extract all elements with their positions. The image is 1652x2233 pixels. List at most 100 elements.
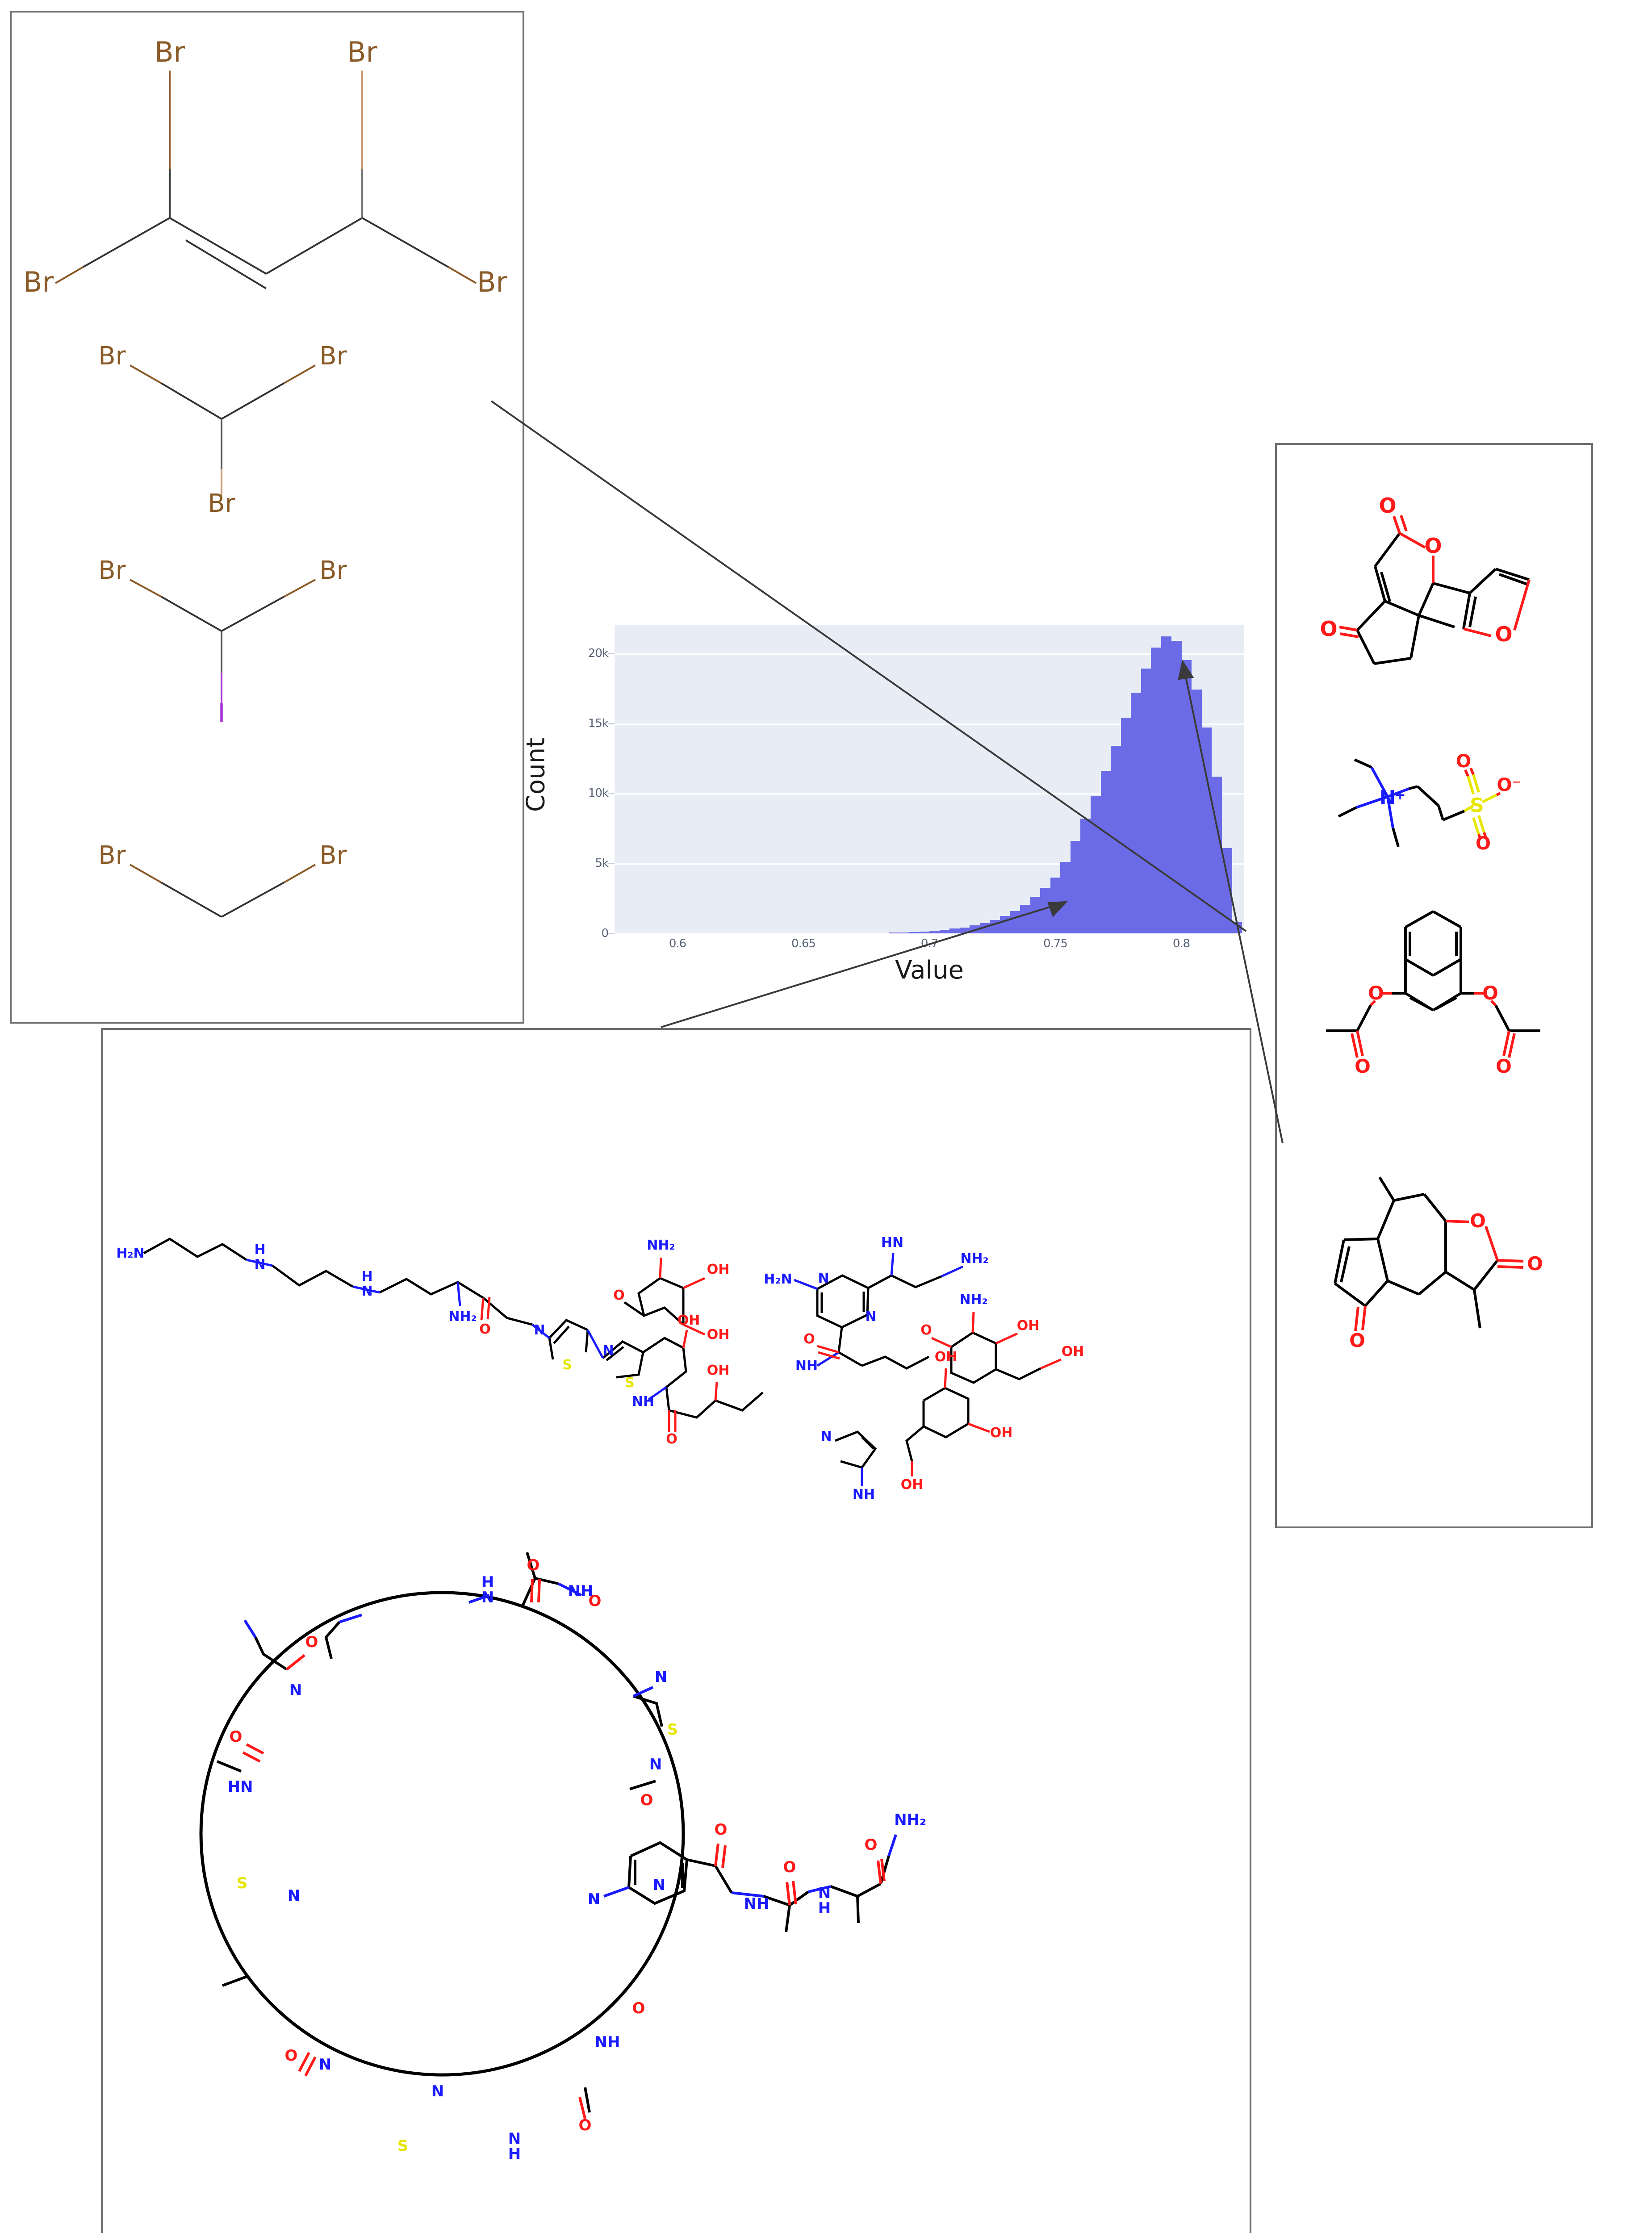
atom-label-o: O [527, 1556, 540, 1574]
atom-label-oh: OH [707, 1363, 730, 1378]
histogram-bar [1080, 818, 1091, 933]
histogram-bar [1191, 690, 1202, 933]
molecule-thiopeptide-macrocycle: O N O HN S N O N S N N H O NH O N N O S … [130, 1503, 1201, 2200]
histogram-bars [615, 625, 1244, 933]
atom-label-o: O [230, 1728, 243, 1746]
atom-label-s: S [667, 1721, 678, 1739]
histogram-bar [919, 932, 930, 933]
atom-label-o: O [1349, 1330, 1365, 1351]
atom-label-br: Br [319, 342, 347, 371]
atom-label-nh: NH [744, 1895, 770, 1913]
atom-label-br: Br [98, 556, 126, 585]
histogram-bar [949, 928, 960, 933]
molecule-bleomycin-glycopeptide: H₂N N H N H O NH₂ N S N S OH NH O OH NH₂… [103, 1191, 1246, 1602]
atom-label-oh: OH [707, 1327, 730, 1342]
atom-label-n: N [534, 1322, 545, 1338]
histogram-bar [979, 923, 991, 933]
atom-label-nh: NH [632, 1394, 654, 1409]
atom-label-o: O [783, 1858, 796, 1876]
histogram-bar [1030, 897, 1041, 933]
y-tick-label: 5k [595, 857, 609, 870]
histogram-bar [1000, 916, 1011, 933]
atom-label-hn: HN [228, 1778, 253, 1796]
atom-label-nh2: NH₂ [959, 1292, 987, 1308]
atom-label-n: N [649, 1756, 662, 1773]
x-tick-label: 0.65 [791, 937, 816, 950]
atom-label-n: N [818, 1271, 829, 1286]
histogram-bar [1040, 888, 1051, 933]
x-tick-label: 0.75 [1043, 937, 1068, 950]
left-molecule-panel: Br Br Br Br Br Br Br [10, 11, 524, 1024]
atom-label-o: O [865, 1836, 878, 1854]
atom-label-nh: NH [853, 1487, 875, 1502]
y-axis-label: Count [521, 737, 551, 812]
atom-label-n: N [865, 1309, 876, 1325]
y-tick-mark [608, 723, 615, 724]
atom-label-n: N [481, 1589, 494, 1606]
atom-label-br: Br [23, 266, 54, 298]
atom-label-nh2: NH₂ [894, 1811, 926, 1829]
atom-label-o: O [715, 1821, 728, 1839]
histogram-bar [909, 932, 920, 933]
atom-label-o: O [1496, 1055, 1512, 1077]
atom-label-hn: HN [881, 1235, 903, 1250]
histogram-bar [1201, 727, 1212, 933]
atom-label-o: O [1476, 833, 1491, 854]
atom-label-br: Br [155, 36, 185, 68]
histogram-bar [1161, 636, 1172, 933]
histogram-bar [1111, 745, 1121, 933]
atom-label-oh: OH [678, 1313, 700, 1328]
histogram-bar [1221, 848, 1232, 933]
atom-label-o: O [1368, 982, 1384, 1004]
histogram-bar [1070, 841, 1081, 933]
histogram-bar [1010, 911, 1020, 933]
atom-label-br: Br [319, 556, 347, 585]
molecule-taurine-zwitterion: N + S O O O⁻ [1322, 740, 1563, 860]
atom-label-o: O [632, 1999, 645, 2017]
atom-label-h: H [481, 1573, 494, 1591]
atom-label-o: O [1320, 617, 1337, 641]
x-tick-label: 0.6 [669, 937, 686, 950]
histogram-bar [1090, 796, 1101, 933]
bottom-molecule-panel: H₂N N H N H O NH₂ N S N S OH NH O OH NH₂… [101, 1028, 1251, 2233]
atom-label-oh: OH [990, 1425, 1013, 1441]
y-tick-label: 0 [601, 927, 609, 940]
histogram-bar [929, 931, 940, 933]
atom-label-h2n: H₂N [764, 1271, 792, 1287]
atom-label-n: N [289, 1681, 302, 1699]
atom-label-o: O [1470, 1210, 1486, 1232]
y-tick-label: 10k [588, 786, 609, 800]
atom-label-nh: NH [568, 1582, 594, 1600]
atom-label-o: O [640, 1791, 653, 1809]
atom-label-n: N [361, 1284, 372, 1299]
atom-label-o: O [579, 2116, 592, 2134]
atom-label-o-minus: O⁻ [1497, 775, 1521, 795]
atom-label-o: O [1456, 751, 1471, 772]
atom-label-oh: OH [901, 1477, 924, 1493]
atom-label-br: Br [477, 266, 508, 298]
histogram-bar [1131, 692, 1142, 933]
x-axis-label: Value [895, 956, 964, 985]
atom-label-o: O [1527, 1253, 1543, 1275]
atom-label-o: O [1379, 493, 1396, 518]
histogram-chart: 0 5k 10k 15k 20k 0.6 0.65 0.7 0.75 0.8 Count Val… [509, 616, 1268, 1032]
atom-label-o: O [479, 1321, 491, 1337]
atom-label-h2n: H₂N [116, 1246, 144, 1261]
atom-label-nh2: NH₂ [448, 1309, 477, 1325]
histogram-bar [1020, 904, 1031, 933]
atom-label-nh: NH [795, 1358, 818, 1374]
atom-label-o: O [803, 1331, 815, 1347]
atom-label-o: O [1355, 1055, 1371, 1077]
atom-label-o: O [1424, 534, 1442, 558]
atom-label-o: O [1495, 622, 1512, 646]
atom-label-oh: OH [935, 1349, 958, 1365]
atom-label-n: N [319, 2056, 331, 2074]
atom-label-h: H [818, 1899, 831, 1917]
molecule-guaianolide-sesquiterpene-lactone: O O O [1290, 1173, 1576, 1405]
molecule-dibromoiodomethane: Br Br I [65, 531, 378, 728]
histogram-bar [1100, 771, 1111, 933]
y-tick-mark [608, 652, 615, 654]
atom-label-n: N [1380, 786, 1396, 809]
atom-label-oh: OH [1017, 1318, 1040, 1334]
molecule-tetrabromobutene: Br Br Br Br [16, 17, 516, 298]
